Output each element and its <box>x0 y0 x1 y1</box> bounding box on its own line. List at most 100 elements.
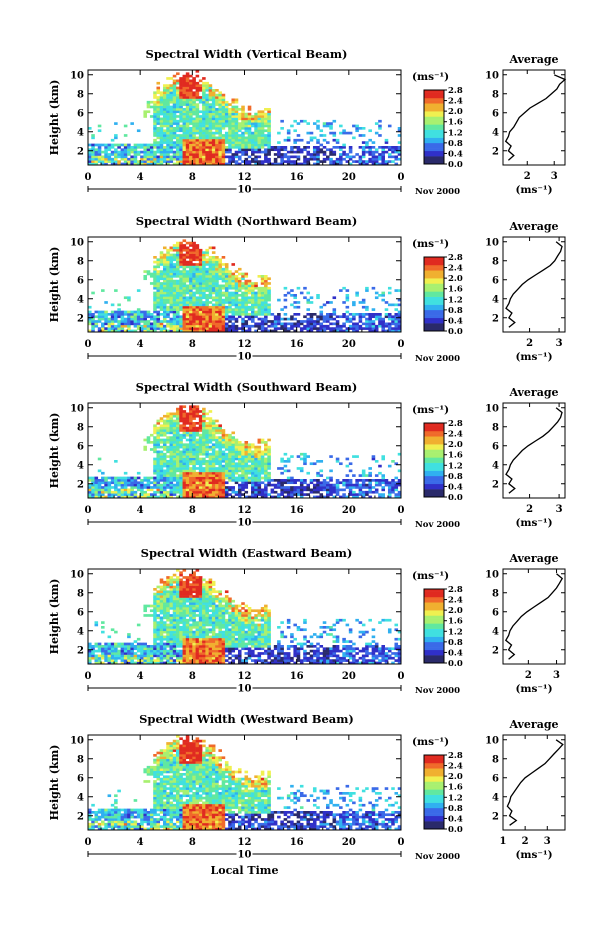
heatmap-cell <box>88 329 92 333</box>
heatmap-cell <box>221 488 226 492</box>
heatmap-cell <box>159 433 164 437</box>
heatmap-cell <box>156 429 161 432</box>
heatmap-cell <box>211 443 216 447</box>
heatmap-cell <box>182 127 187 130</box>
heatmap-cell <box>309 155 314 159</box>
average-x-tick-label: 2 <box>526 338 533 349</box>
heatmap-cell <box>211 317 216 321</box>
heatmap-cell <box>283 329 288 333</box>
heatmap-cell <box>237 462 242 466</box>
heatmap-cell <box>247 457 252 461</box>
heatmap-cell <box>260 131 265 135</box>
heatmap-cell <box>146 483 151 487</box>
heatmap-cell <box>371 286 376 290</box>
colorbar-segment <box>424 121 444 125</box>
heatmap-cell <box>251 146 255 149</box>
heatmap-cell <box>130 310 134 314</box>
heatmap-cell <box>182 462 187 466</box>
heatmap-cell <box>260 301 265 304</box>
heatmap-cell <box>387 303 392 307</box>
heatmap-cell <box>211 162 216 166</box>
heatmap-cell <box>185 72 190 76</box>
heatmap-cell <box>110 486 115 489</box>
heatmap-cell <box>166 305 170 309</box>
heatmap-cell <box>140 486 144 489</box>
heatmap-cell <box>202 305 206 309</box>
heatmap-cell <box>172 81 177 85</box>
heatmap-cell <box>218 303 222 307</box>
heatmap-cell <box>172 284 177 288</box>
heatmap-cell <box>251 493 255 496</box>
heatmap-cells <box>88 70 402 166</box>
heatmap-cell <box>88 160 92 163</box>
heatmap-cell <box>172 105 177 109</box>
heatmap-cell <box>211 286 216 290</box>
heatmap-cell <box>198 96 203 99</box>
heatmap-cell <box>208 260 213 264</box>
heatmap-cell <box>149 433 154 437</box>
heatmap-cell <box>198 469 203 473</box>
heatmap-cell <box>286 129 291 133</box>
heatmap-cell <box>228 486 232 489</box>
heatmap-cell <box>189 301 193 304</box>
heatmap-cell <box>153 282 157 285</box>
heatmap-cell <box>339 481 343 485</box>
heatmap-cell <box>224 313 229 316</box>
heatmap-cell <box>260 124 265 128</box>
heatmap-cell <box>254 464 258 468</box>
heatmap-cell <box>381 455 385 458</box>
heatmap-cell <box>215 119 219 123</box>
heatmap-cell <box>254 157 258 161</box>
heatmap-cell <box>224 272 229 276</box>
heatmap-cell <box>166 119 170 123</box>
heatmap-cell <box>179 81 183 85</box>
heatmap-cell <box>397 153 402 156</box>
heatmap-cell <box>218 272 222 276</box>
heatmap-cell <box>306 488 311 492</box>
heatmap-cell <box>277 320 281 323</box>
heatmap-cell <box>172 308 177 311</box>
heatmap-cell <box>136 162 141 166</box>
y-tick-label: 10 <box>70 403 84 414</box>
heatmap-cell <box>179 294 183 297</box>
heatmap-cell <box>378 155 382 159</box>
heatmap-cell <box>195 474 200 477</box>
heatmap-cell <box>159 296 164 300</box>
heatmap-cell <box>185 260 190 264</box>
heatmap-cell <box>391 148 395 152</box>
heatmap-cell <box>149 150 154 154</box>
heatmap-cell <box>221 479 226 482</box>
heatmap-cell <box>290 479 294 482</box>
heatmap-cell <box>293 493 297 496</box>
heatmap-cell <box>381 329 385 333</box>
heatmap-cell <box>176 313 180 316</box>
heatmap-cell <box>244 284 249 288</box>
heatmap-cell <box>169 436 174 439</box>
heatmap-cell <box>358 146 363 149</box>
heatmap-cell <box>153 460 157 463</box>
heatmap-cell <box>329 301 333 304</box>
x-tick-label: 8 <box>189 339 196 350</box>
heatmap-cell <box>202 320 206 323</box>
heatmap-cell <box>120 310 125 314</box>
heatmap-cell <box>185 329 190 333</box>
heatmap-cell <box>123 324 128 328</box>
heatmap-cell <box>231 108 236 111</box>
heatmap-cell <box>182 115 187 118</box>
heatmap-cell <box>159 322 164 326</box>
heatmap-cell <box>117 642 121 646</box>
heatmap-cell <box>202 103 206 106</box>
heatmap-cell <box>185 112 190 116</box>
heatmap-cell <box>224 296 229 300</box>
heatmap-cell <box>355 294 359 297</box>
heatmap-cell <box>224 150 229 154</box>
heatmap-cell <box>166 160 170 163</box>
heatmap-cell <box>94 649 99 653</box>
heatmap-cell <box>192 277 196 281</box>
heatmap-cell <box>176 305 180 309</box>
heatmap-cell <box>192 127 196 130</box>
heatmap-cell <box>195 138 200 142</box>
heatmap-cell <box>176 327 180 330</box>
heatmap-cell <box>176 282 180 285</box>
heatmap-cell <box>306 483 311 487</box>
